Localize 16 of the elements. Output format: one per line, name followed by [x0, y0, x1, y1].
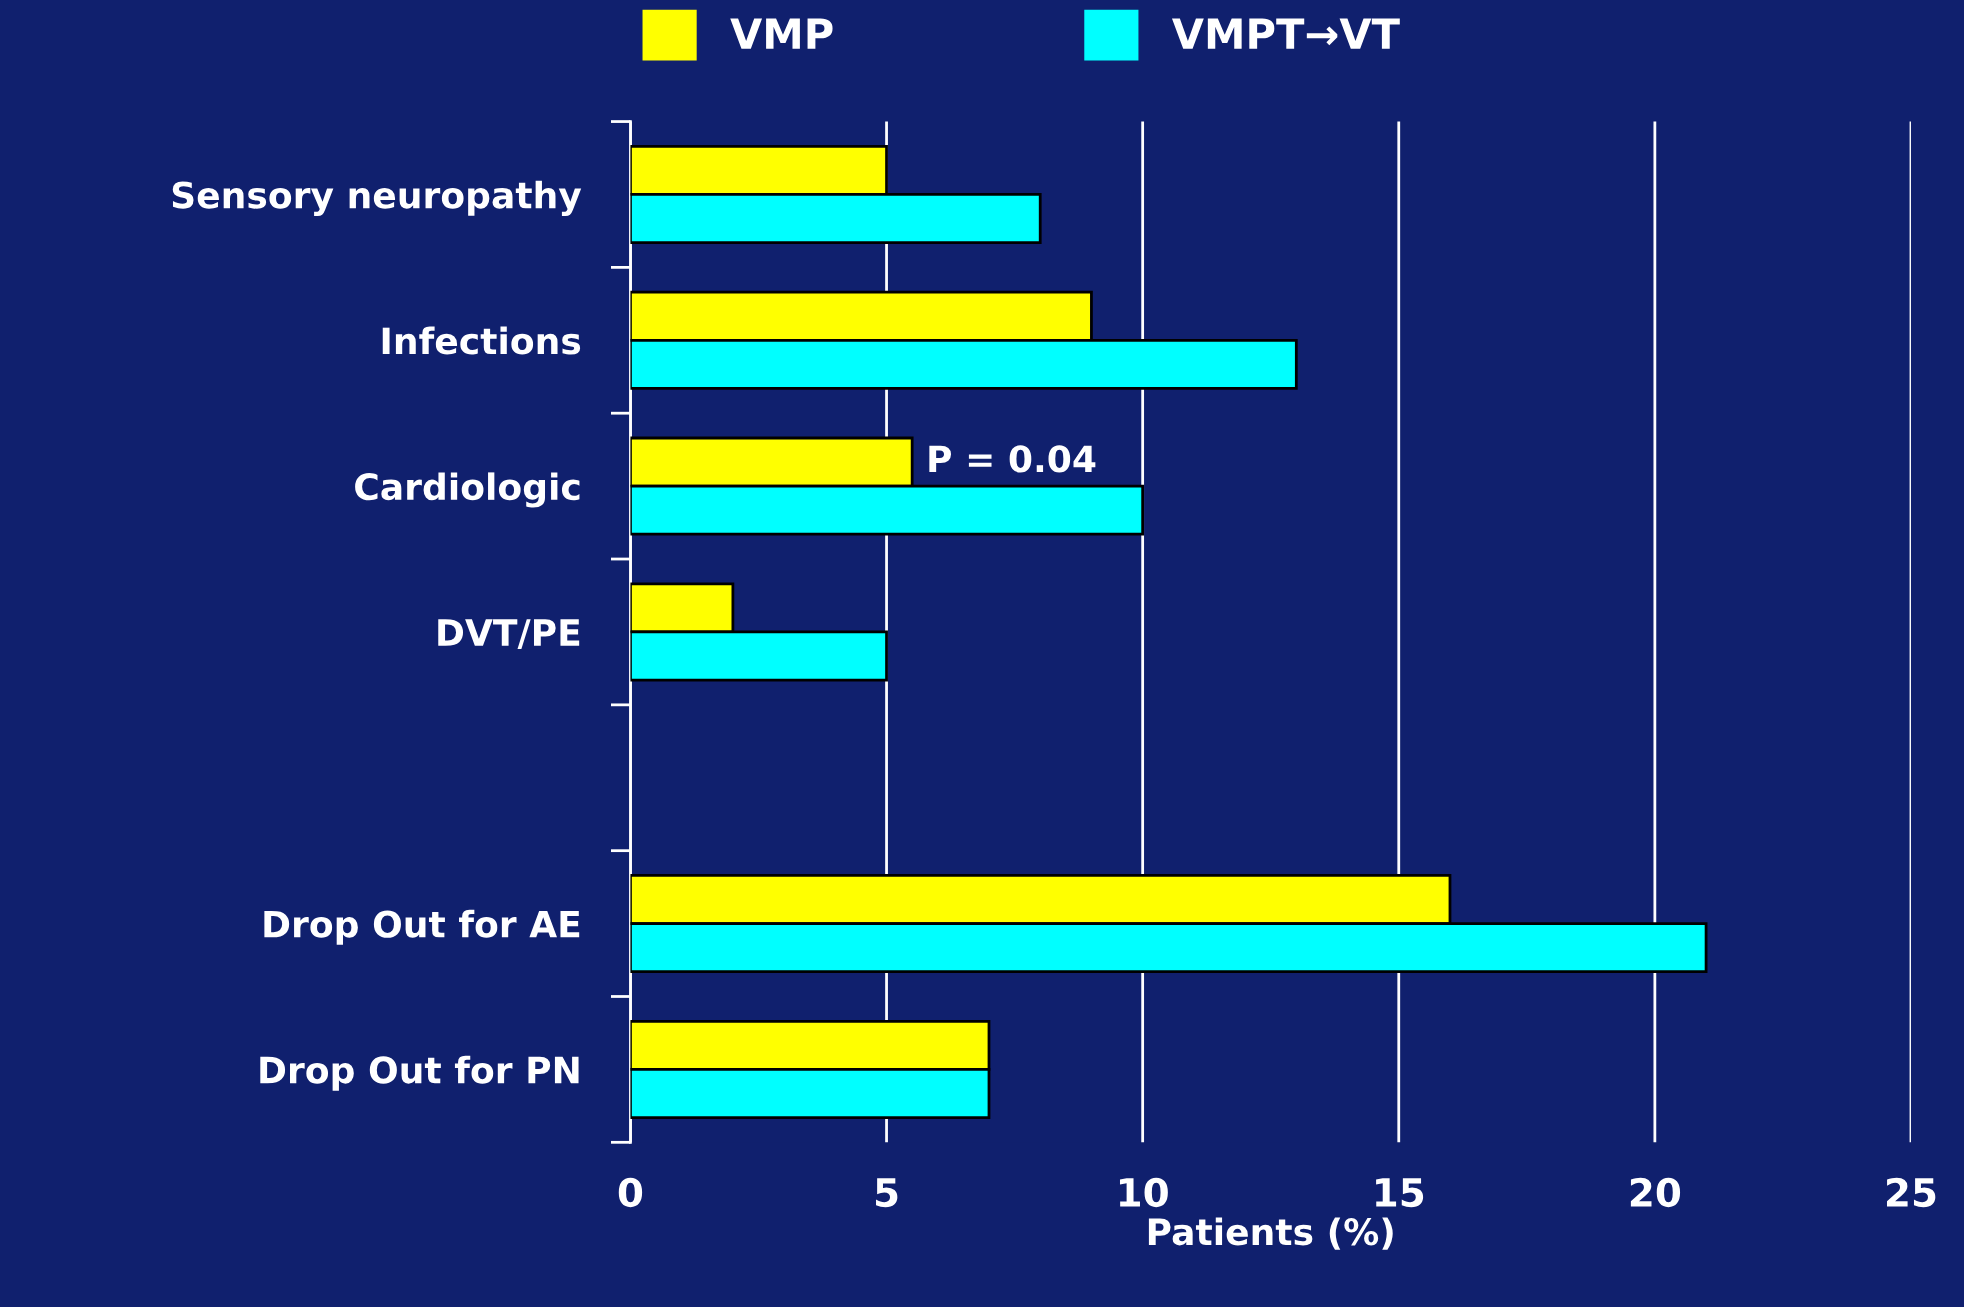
legend-label: VMPT→VT — [1171, 18, 1400, 49]
y-tick-label: Drop Out for PN — [260, 1055, 579, 1091]
x-tick-label: 15 — [1376, 1178, 1424, 1208]
x-tick-label: 5 — [876, 1178, 898, 1208]
x-tick-label: 0 — [618, 1177, 643, 1208]
x-tick-label: 20 — [1630, 1177, 1681, 1208]
annotation: P = 0.04 — [929, 445, 1096, 473]
y-tick-label: Cardiologic — [355, 472, 580, 508]
y-tick-label: Drop Out for AE — [264, 909, 580, 945]
y-tick-label: DVT/PE — [438, 619, 580, 650]
y-tick-label: Infections — [382, 326, 581, 355]
x-tick-label: 25 — [1886, 1177, 1936, 1208]
x-tick-label: 10 — [1119, 1177, 1168, 1208]
x-axis-title: Patients (%) — [1148, 1217, 1393, 1250]
y-tick-label: Sensory neuropathy — [172, 180, 582, 216]
legend-label: VMP — [730, 18, 833, 49]
